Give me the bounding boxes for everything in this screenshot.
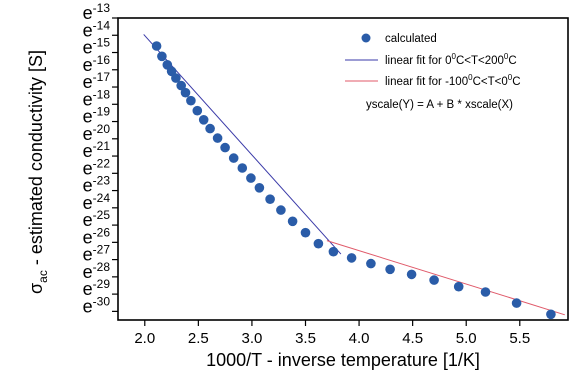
data-point: [511, 298, 522, 308]
data-point: [265, 194, 275, 204]
y-axis-title-symbol: σ: [26, 283, 46, 294]
data-point: [212, 133, 223, 143]
y-tick-label: e-14: [83, 18, 111, 40]
data-point: [546, 309, 556, 320]
data-point: [180, 87, 191, 98]
y-axis-title-rest: - estimated conductivity [S]: [26, 50, 46, 270]
data-point: [220, 142, 230, 153]
y-tick-label: e-16: [83, 53, 111, 75]
y-tick-label: e-15: [83, 36, 111, 58]
legend-marker-calculated: [361, 33, 371, 43]
x-tick-label: 4.5: [402, 330, 423, 347]
data-point: [287, 216, 298, 227]
y-tick-label: e-28: [83, 260, 111, 282]
y-tick-label: e-20: [83, 122, 111, 144]
y-axis-title: σac - estimated conductivity [S]: [26, 50, 50, 294]
y-tick-label: e-13: [83, 1, 111, 23]
y-tick-label: e-26: [83, 225, 111, 247]
data-points: [151, 41, 556, 320]
data-point: [313, 238, 324, 249]
data-point: [276, 205, 286, 215]
x-tick-label: 2.5: [188, 330, 209, 347]
plot-frame: [117, 17, 569, 321]
data-point: [300, 227, 311, 238]
y-tick-label: e-30: [83, 294, 111, 316]
data-point: [151, 41, 162, 51]
data-point: [328, 246, 339, 257]
y-tick-label: e-24: [83, 191, 111, 213]
y-tick-label: e-21: [83, 139, 111, 161]
legend: calculated linear fit for 00C<T<2000C li…: [345, 33, 521, 111]
data-point: [385, 264, 395, 275]
fit-line-1: [143, 34, 342, 255]
y-tick-label: e-18: [83, 87, 111, 109]
y-tick-label: e-22: [83, 156, 111, 178]
data-point: [171, 73, 181, 83]
x-axis-title: 1000/T - inverse temperature [1/K]: [206, 350, 480, 370]
data-point: [453, 281, 464, 292]
data-point: [406, 269, 417, 280]
y-tick-label: e-29: [83, 277, 111, 299]
fit-lines: [143, 34, 565, 316]
y-axis-ticks: e-13e-14e-15e-16e-17e-18e-19e-20e-21e-22…: [83, 1, 118, 316]
y-tick-label: e-19: [83, 105, 111, 127]
y-tick-label: e-27: [83, 243, 111, 265]
data-point: [176, 80, 186, 91]
data-point: [254, 183, 265, 193]
data-point: [429, 275, 439, 285]
fit-line-2: [326, 240, 565, 316]
data-point: [237, 163, 248, 173]
data-point: [246, 173, 256, 183]
y-tick-label: e-25: [83, 208, 111, 230]
x-tick-label: 3.0: [241, 330, 262, 347]
y-tick-label: e-23: [83, 174, 111, 196]
data-point: [366, 258, 376, 269]
x-tick-label: 3.5: [295, 330, 316, 347]
data-point: [157, 51, 167, 62]
data-point: [205, 123, 215, 134]
y-axis-title-subscript: ac: [36, 270, 50, 283]
x-axis-ticks: 2.0 2.5 3.0 3.5 4.0 4.5 5.0 5.5: [134, 320, 530, 347]
legend-label-fit-high: linear fit for 00C<T<2000C: [385, 52, 517, 67]
x-tick-label: 2.0: [134, 330, 155, 347]
x-tick-label: 5.0: [456, 330, 477, 347]
legend-label-calculated: calculated: [385, 33, 437, 45]
y-tick-label: e-17: [83, 70, 111, 92]
x-tick-label: 5.5: [509, 330, 530, 347]
legend-label-fit-low: linear fit for -1000C<T<00C: [385, 73, 521, 88]
data-point: [198, 115, 209, 125]
data-point: [228, 153, 239, 163]
data-point: [346, 253, 357, 263]
data-point: [480, 287, 491, 297]
fit-equation-annotation: yscale(Y) = A + B * xscale(X): [366, 99, 513, 111]
x-tick-label: 4.0: [349, 330, 370, 347]
data-point: [186, 95, 196, 106]
data-point: [192, 105, 203, 116]
